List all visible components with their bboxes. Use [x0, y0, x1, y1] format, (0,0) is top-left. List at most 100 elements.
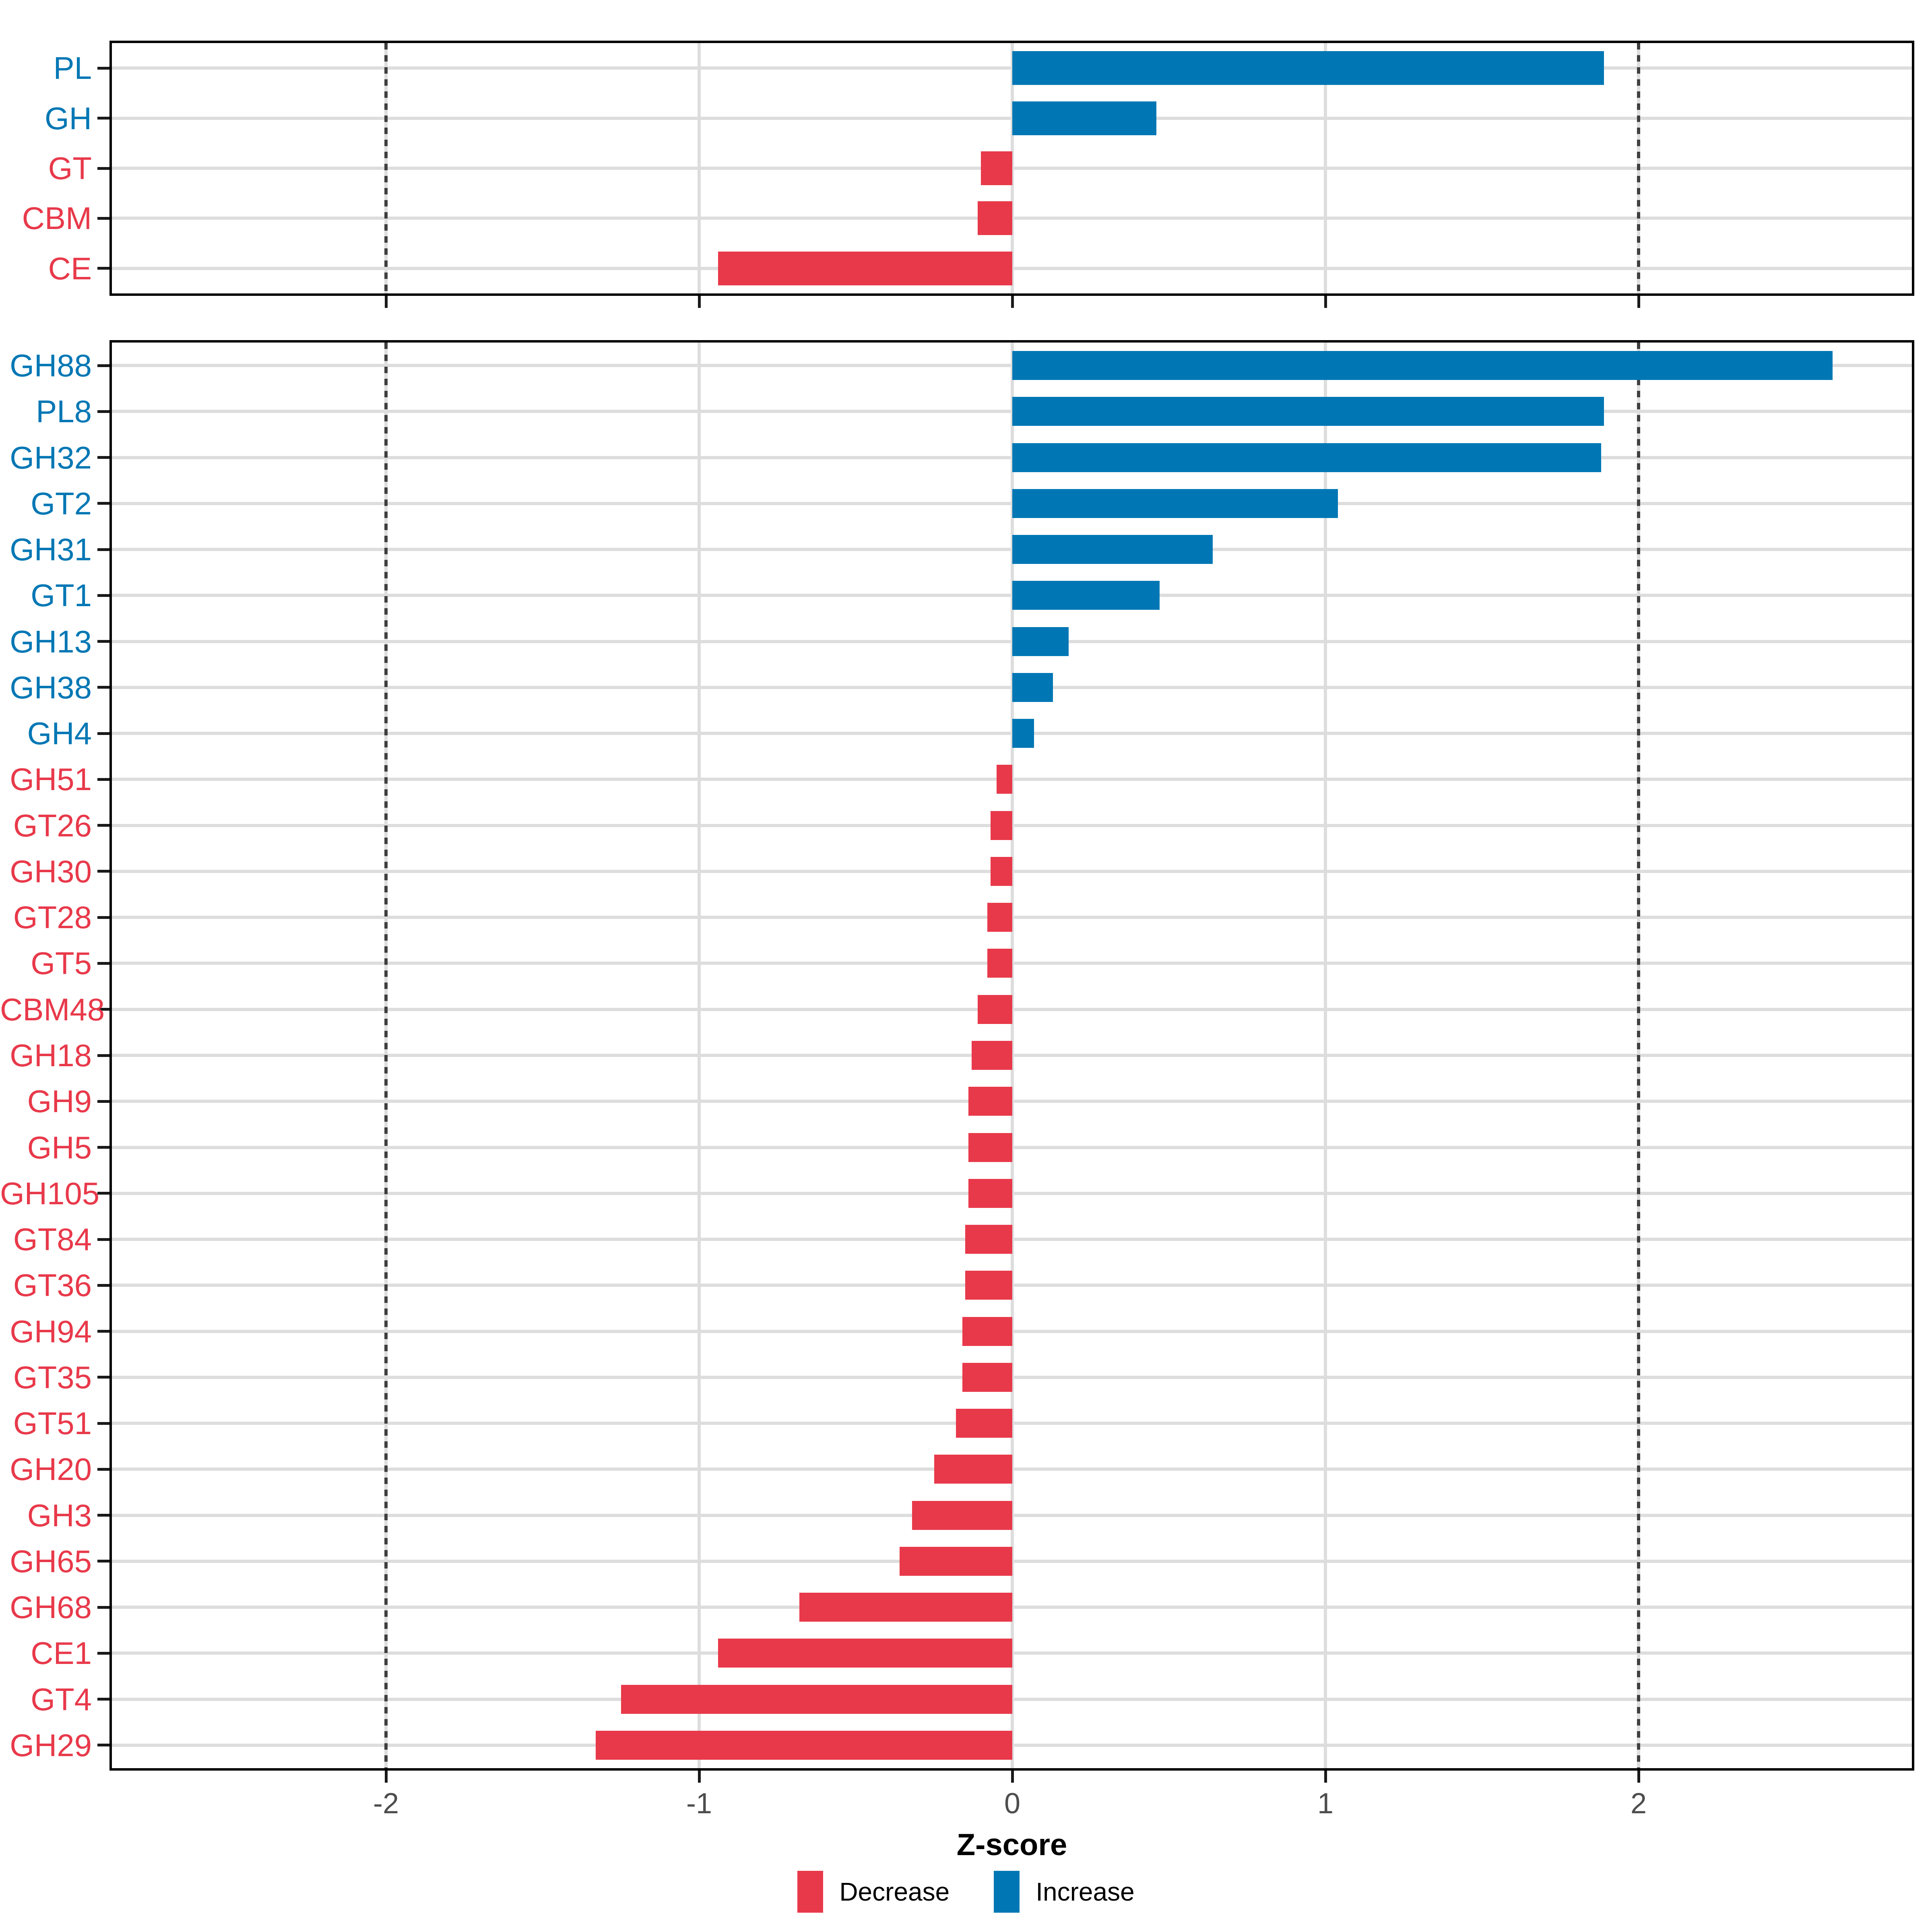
bar-GH5: [968, 1133, 1012, 1162]
legend-item-decrease: Decrease: [797, 1871, 949, 1913]
legend-swatch-increase: [994, 1871, 1020, 1913]
y-axis-label-GH5: GH5: [27, 1129, 92, 1165]
y-axis-label-GH18: GH18: [10, 1038, 92, 1073]
y-axis-label-CBM48: CBM48: [0, 991, 105, 1027]
y-tick: [97, 778, 109, 781]
y-tick: [97, 1651, 109, 1655]
bar-GT35: [962, 1362, 1012, 1392]
y-axis-label-GH4: GH4: [27, 716, 92, 751]
bar-GT26: [990, 811, 1012, 840]
y-tick: [97, 732, 109, 735]
y-axis-label-GH88: GH88: [10, 348, 92, 384]
y-axis-label-GT36: GT36: [13, 1267, 92, 1303]
y-tick: [97, 1146, 109, 1149]
y-tick: [97, 1468, 109, 1471]
y-axis-label-GH3: GH3: [27, 1497, 92, 1533]
bar-GH65: [899, 1546, 1012, 1576]
panel-top: [109, 41, 1914, 296]
dashed-guide-line: [1637, 43, 1640, 293]
y-tick: [97, 1422, 109, 1425]
x-tick: [1324, 1771, 1327, 1783]
bar-GH68: [799, 1593, 1012, 1622]
y-axis-label-GT2: GT2: [31, 485, 92, 521]
y-tick: [97, 824, 109, 827]
y-axis-label-GH: GH: [45, 100, 92, 136]
bar-GH32: [1012, 443, 1601, 472]
panel-bottom: [109, 340, 1914, 1771]
legend-swatch-decrease: [797, 1871, 824, 1913]
y-axis-label-GT84: GT84: [13, 1222, 92, 1257]
y-tick: [97, 66, 109, 70]
y-tick: [97, 1514, 109, 1517]
bar-PL: [1012, 51, 1604, 85]
y-tick: [97, 502, 109, 505]
bar-CE1: [718, 1639, 1012, 1668]
x-tick: [1011, 1771, 1014, 1783]
bar-GH88: [1012, 351, 1833, 380]
dashed-guide-line: [384, 43, 388, 293]
y-axis-label-GT35: GT35: [13, 1359, 92, 1395]
y-tick: [97, 1606, 109, 1609]
y-tick: [97, 870, 109, 873]
dashed-guide-line: [384, 343, 388, 1768]
y-tick: [97, 686, 109, 689]
y-tick: [97, 456, 109, 459]
gridline-vertical: [1324, 343, 1327, 1768]
legend-label-decrease: Decrease: [839, 1877, 950, 1906]
legend-item-increase: Increase: [994, 1871, 1135, 1913]
bar-GH29: [596, 1730, 1012, 1760]
legend: Decrease Increase: [0, 1871, 1932, 1913]
y-tick: [97, 1008, 109, 1011]
bar-GH20: [934, 1455, 1012, 1484]
bar-GT28: [987, 903, 1012, 932]
y-axis-label-GH9: GH9: [27, 1084, 92, 1119]
y-axis-label-GH68: GH68: [10, 1589, 92, 1625]
gridline-vertical: [698, 343, 701, 1768]
bar-GH51: [997, 765, 1012, 794]
legend-label-increase: Increase: [1036, 1877, 1135, 1906]
y-axis-label-GT: GT: [48, 151, 92, 186]
bar-GH9: [968, 1087, 1012, 1116]
x-tick: [698, 1771, 701, 1783]
y-tick: [97, 1744, 109, 1747]
bar-CBM48: [978, 995, 1012, 1024]
x-tick-label: 1: [1317, 1788, 1334, 1820]
bar-CE: [718, 251, 1012, 285]
y-tick: [97, 1560, 109, 1563]
bar-GH30: [990, 857, 1012, 886]
y-axis-label-GT28: GT28: [13, 900, 92, 935]
y-tick: [97, 1330, 109, 1333]
y-tick: [97, 1284, 109, 1287]
x-tick: [1637, 296, 1640, 308]
x-tick: [384, 1771, 388, 1783]
bar-GH94: [962, 1317, 1012, 1346]
y-tick: [97, 1376, 109, 1379]
y-axis-label-GH105: GH105: [0, 1175, 100, 1211]
y-tick: [97, 217, 109, 220]
bar-GH18: [971, 1041, 1012, 1070]
y-tick: [97, 267, 109, 270]
bar-GH13: [1012, 627, 1069, 656]
y-axis-label-GH65: GH65: [10, 1543, 92, 1579]
y-axis-label-GH32: GH32: [10, 440, 92, 475]
bar-GH: [1012, 101, 1156, 135]
y-tick: [97, 962, 109, 965]
bar-GT51: [956, 1409, 1012, 1438]
y-tick: [97, 1238, 109, 1241]
y-tick: [97, 117, 109, 120]
bar-GH38: [1012, 673, 1053, 702]
x-tick: [384, 296, 388, 308]
x-tick-label: 2: [1630, 1788, 1647, 1820]
x-tick: [1011, 296, 1014, 308]
bar-GH31: [1012, 535, 1213, 564]
y-axis-label-PL8: PL8: [36, 394, 92, 429]
bar-GH105: [968, 1179, 1012, 1208]
bar-GH3: [912, 1501, 1012, 1530]
x-tick: [1637, 1771, 1640, 1783]
x-tick: [698, 296, 701, 308]
bar-GT36: [965, 1271, 1012, 1300]
dashed-guide-line: [1637, 343, 1640, 1768]
y-tick: [97, 167, 109, 170]
bar-GT4: [621, 1684, 1012, 1714]
